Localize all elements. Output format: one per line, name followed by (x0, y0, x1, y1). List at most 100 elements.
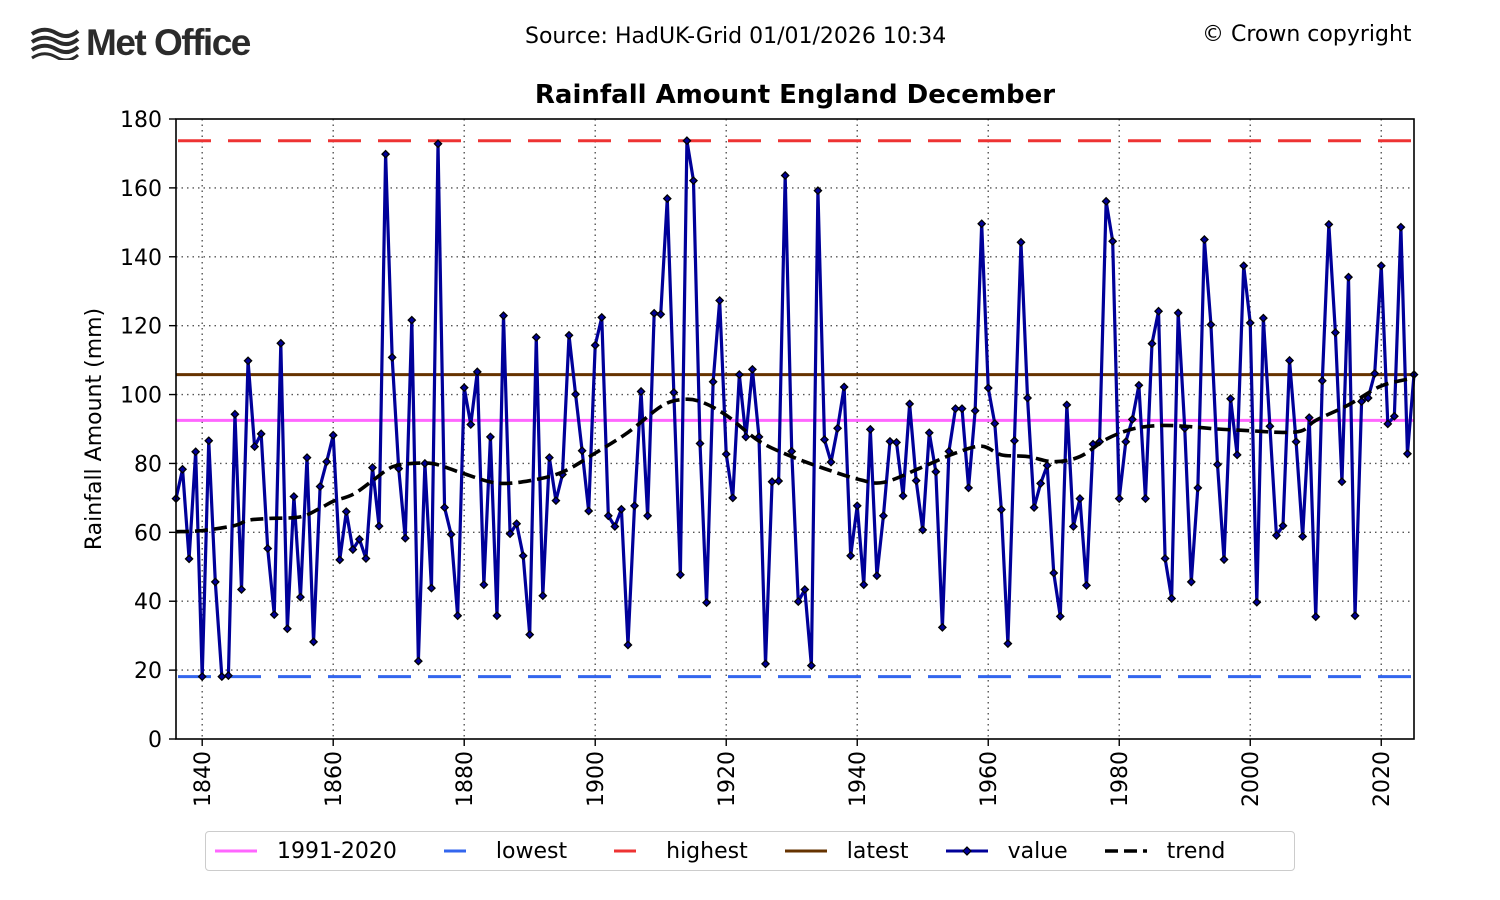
x-tick-label: 1880 (453, 751, 478, 807)
legend-item-average: 1991-2020 (213, 839, 425, 864)
value-point (1147, 339, 1157, 349)
value-point (505, 529, 515, 539)
x-tick-label: 1900 (584, 751, 609, 807)
value-point (387, 352, 397, 362)
value-point (577, 446, 587, 456)
value-point (1396, 222, 1406, 232)
value-point (1357, 396, 1367, 406)
value-point (256, 429, 266, 439)
value-point (1324, 219, 1334, 229)
value-point (669, 387, 679, 398)
y-tick-label: 160 (120, 177, 162, 202)
legend: 1991-2020 lowest highest latest value trend (205, 831, 1295, 871)
value-point (263, 544, 273, 554)
trend-series (175, 376, 1415, 534)
value-point (426, 583, 436, 593)
value-point (295, 592, 305, 602)
value-point (721, 449, 731, 459)
value-point (610, 521, 620, 531)
value-point (636, 386, 646, 396)
value-point (1304, 413, 1314, 423)
value-point (453, 611, 463, 621)
value-point (767, 477, 777, 487)
value-point (1226, 394, 1236, 404)
value-point (1134, 380, 1144, 390)
value-point (328, 430, 338, 440)
value-point (1232, 450, 1242, 460)
legend-label: latest (846, 838, 909, 864)
value-point (603, 511, 613, 521)
legend-item-latest: latest (783, 839, 937, 864)
value-point (1343, 272, 1354, 282)
value-point (531, 332, 541, 342)
value-point (217, 672, 227, 682)
value-point (1271, 530, 1281, 540)
met-office-logo: Met Office (30, 22, 251, 64)
x-tick-label: 2020 (1370, 751, 1395, 807)
y-tick-label: 0 (148, 728, 162, 753)
value-point (819, 435, 829, 445)
value-point (1206, 320, 1216, 330)
value-point (210, 577, 220, 587)
value-point (1023, 393, 1033, 403)
value-line (174, 139, 1416, 679)
value-point (911, 476, 921, 486)
value-point (1049, 568, 1059, 578)
value-point (394, 464, 404, 474)
value-point (551, 496, 561, 506)
value-point (1101, 196, 1111, 206)
value-point (1199, 235, 1209, 245)
value-point (236, 584, 247, 595)
value-point (590, 340, 600, 350)
value-point (400, 533, 410, 543)
value-point (1127, 414, 1137, 424)
value-point (276, 338, 286, 348)
value-point (223, 671, 233, 681)
value-point (643, 511, 653, 521)
value-point (970, 406, 980, 416)
value-point (309, 637, 319, 647)
met-office-waves-icon (30, 27, 80, 60)
value-point (1167, 593, 1177, 603)
value-point (597, 312, 607, 322)
value-point (806, 661, 816, 671)
value-point (1108, 236, 1118, 246)
y-tick-label: 80 (134, 452, 162, 477)
value-point (747, 364, 757, 374)
value-point (623, 640, 633, 650)
value-point (964, 483, 974, 493)
value-point (1140, 494, 1150, 504)
value-point (708, 377, 718, 387)
value-point (498, 311, 509, 321)
y-tick-label: 140 (120, 246, 162, 271)
value-point (485, 432, 495, 442)
value-point (1245, 318, 1255, 328)
x-tick-label: 1980 (1108, 751, 1133, 807)
value-point (761, 659, 771, 669)
value-point (1186, 577, 1196, 587)
value-point (1376, 261, 1386, 271)
value-point (885, 436, 895, 446)
value-point (440, 503, 450, 513)
y-tick-label: 180 (120, 108, 162, 133)
value-swatch-icon (945, 846, 988, 856)
value-point (800, 584, 810, 595)
value-point (1239, 261, 1249, 271)
value-point (538, 591, 548, 601)
value-point (1363, 393, 1373, 403)
value-point (1291, 437, 1301, 447)
value-point (924, 428, 934, 438)
trend-swatch-icon (1104, 849, 1147, 853)
value-point (774, 476, 784, 486)
value-point (872, 571, 882, 581)
value-point (1383, 419, 1393, 429)
legend-label: lowest (495, 838, 568, 864)
value-point (865, 424, 875, 434)
x-tick-label: 1960 (977, 751, 1002, 807)
latest-swatch-icon (784, 849, 827, 853)
value-point (1317, 376, 1327, 386)
value-point (1114, 494, 1124, 504)
value-point (367, 463, 378, 473)
value-point (688, 176, 698, 186)
value-point (282, 624, 292, 634)
